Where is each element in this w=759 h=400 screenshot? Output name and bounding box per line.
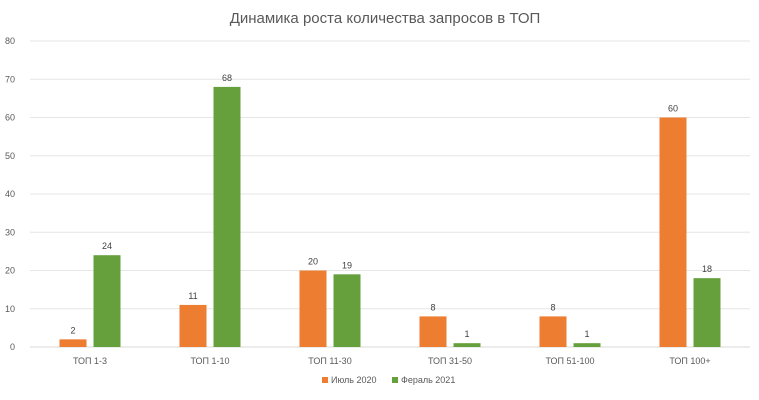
data-label: 8 (430, 302, 435, 312)
legend: Июль 2020 Фераль 2021 (322, 375, 455, 385)
x-tick-label: ТОП 31-50 (428, 356, 472, 366)
data-label: 8 (550, 302, 555, 312)
data-label: 24 (102, 241, 112, 251)
bar-series-2 (693, 278, 721, 347)
x-tick-label: ТОП 100+ (669, 356, 710, 366)
y-tick-label: 70 (5, 74, 15, 84)
x-tick-label: ТОП 11-30 (308, 356, 351, 366)
bar-series-1 (299, 270, 327, 347)
data-label: 60 (668, 104, 678, 114)
y-tick-label: 50 (5, 151, 15, 161)
y-tick-label: 30 (5, 227, 15, 237)
data-label: 68 (222, 73, 232, 83)
bar-series-1 (659, 117, 687, 347)
data-label: 20 (308, 257, 318, 267)
x-tick-label: ТОП 1-10 (190, 356, 229, 366)
legend-swatch (392, 377, 398, 383)
data-label: 11 (188, 291, 197, 301)
bar-series-1 (539, 316, 567, 347)
y-tick-label: 80 (5, 36, 15, 46)
x-tick-label: ТОП 51-100 (545, 356, 594, 366)
y-tick-label: 10 (5, 304, 15, 314)
bar-series-1 (179, 304, 207, 347)
chart-title: Динамика роста количества запросов в ТОП (230, 10, 541, 27)
y-tick-label: 40 (5, 189, 15, 199)
gridlines (30, 40, 750, 348)
x-tick-label: ТОП 1-3 (73, 356, 107, 366)
y-axis-ticks: 0 10 20 30 40 50 60 70 80 (5, 36, 15, 352)
data-label: 1 (464, 329, 469, 339)
y-tick-label: 20 (5, 266, 15, 276)
bar-series-1 (419, 316, 447, 347)
bar-series-2 (453, 343, 481, 347)
data-label: 1 (584, 329, 589, 339)
bar-series-1 (59, 339, 87, 347)
legend-label: Июль 2020 (331, 375, 376, 385)
data-label: 19 (342, 260, 352, 270)
y-tick-label: 60 (5, 113, 15, 123)
bar-series-2 (93, 255, 121, 347)
data-label: 18 (702, 264, 712, 274)
legend-label: Фераль 2021 (401, 375, 455, 385)
bar-series-2 (333, 274, 361, 347)
data-label: 2 (70, 325, 75, 335)
bars (59, 86, 721, 348)
x-axis-ticks: ТОП 1-3 ТОП 1-10 ТОП 11-30 ТОП 31-50 ТОП 51-… (73, 356, 711, 366)
legend-swatch (322, 377, 328, 383)
bar-series-2 (573, 343, 601, 347)
bar-series-2 (213, 86, 241, 348)
y-tick-label: 0 (10, 342, 15, 352)
